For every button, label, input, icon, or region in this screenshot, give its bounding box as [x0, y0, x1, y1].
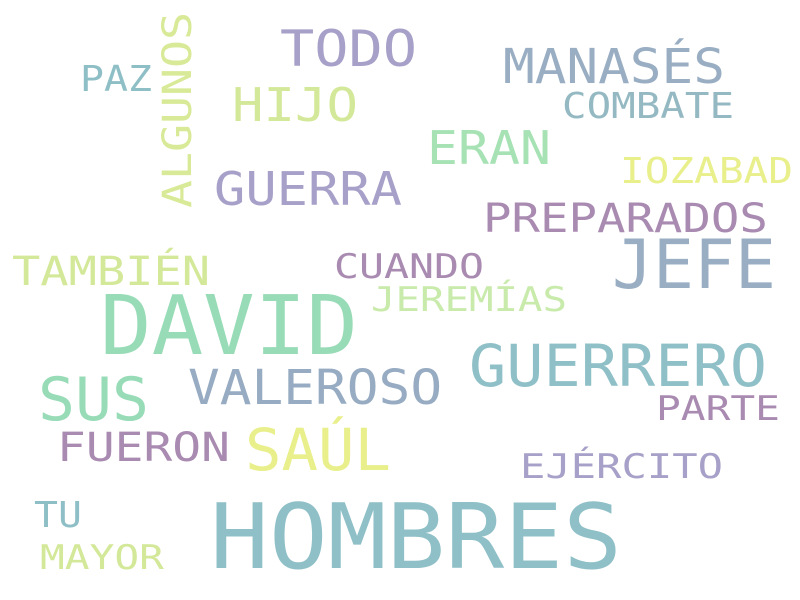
word-combate: COMBATE: [562, 86, 735, 127]
word-jefe: JEFE: [612, 226, 776, 305]
word-hombres: HOMBRES: [210, 485, 622, 590]
word-paz: PAZ: [80, 59, 152, 100]
word-fueron: FUERON: [57, 425, 230, 471]
word-guerra: GUERRA: [214, 162, 402, 216]
word-preparados: PREPARADOS: [483, 196, 768, 242]
word-algunos: ALGUNOS: [155, 11, 201, 208]
word-mayor: MAYOR: [40, 538, 164, 578]
word-cuando: CUANDO: [334, 247, 484, 287]
word-sus: SUS: [38, 365, 149, 435]
word-david: DAVID: [100, 279, 358, 374]
word-parte: PARTE: [656, 389, 780, 429]
word-iozabad: IOZABAD: [620, 151, 793, 192]
word-manases: MANASÉS: [503, 39, 725, 95]
word-tu: TU: [34, 495, 82, 536]
word-jeremias: JEREMÍAS: [371, 280, 568, 320]
word-hijo: HIJO: [232, 78, 358, 132]
word-tambien: TAMBIÉN: [12, 249, 211, 295]
word-guerrero: GUERRERO: [469, 332, 768, 400]
word-todo: TODO: [280, 20, 418, 78]
word-ejercito: EJÉRCITO: [520, 447, 724, 487]
word-eran: ERAN: [427, 121, 551, 175]
word-valeroso: VALEROSO: [188, 360, 443, 416]
word-saul: SAÚL: [245, 416, 391, 484]
